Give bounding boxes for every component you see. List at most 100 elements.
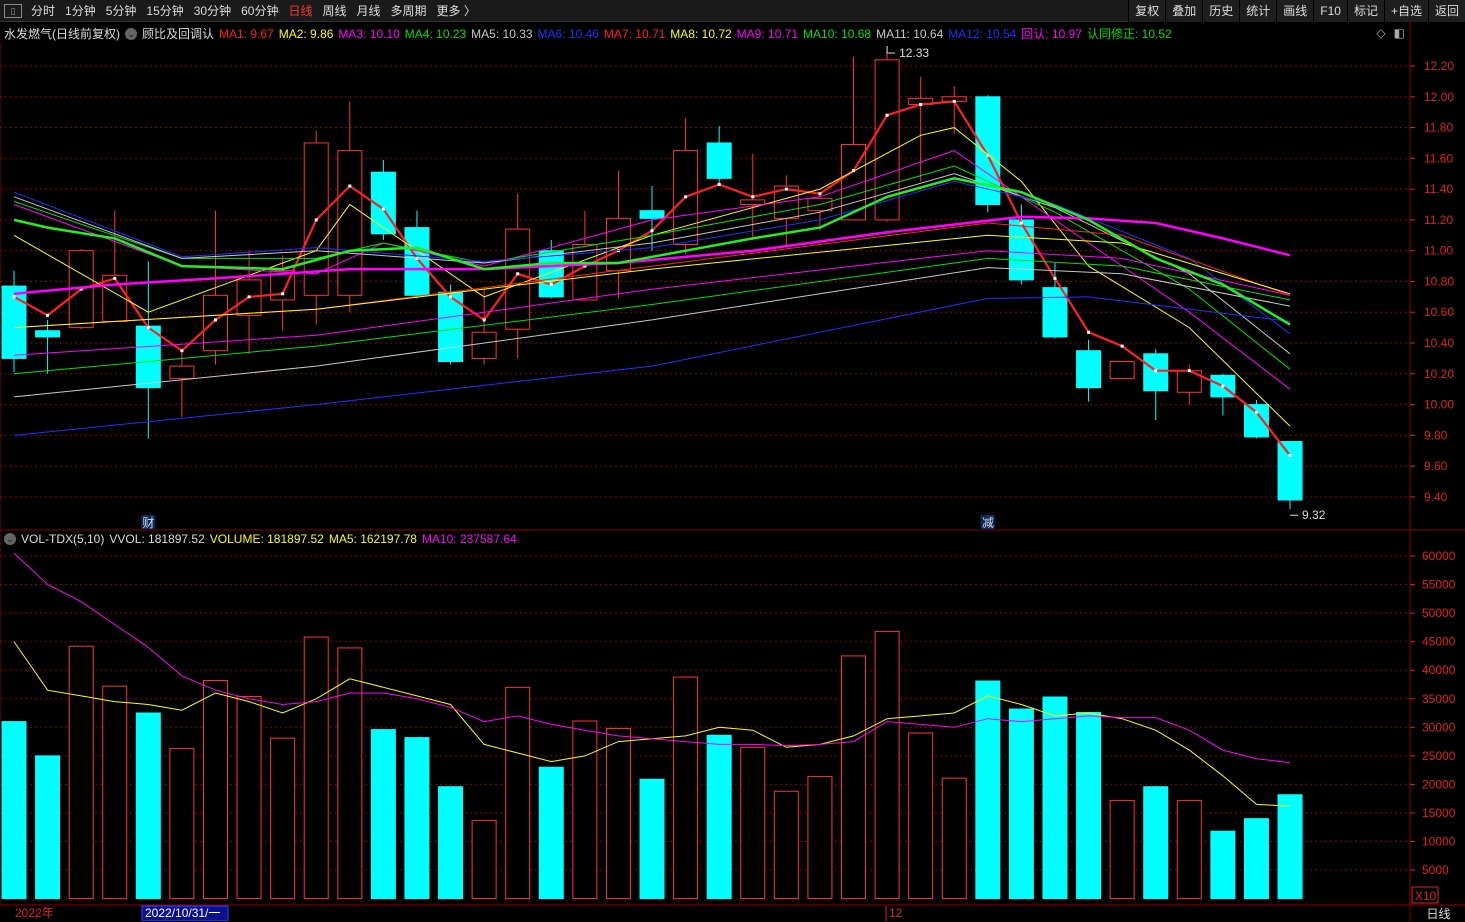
candle[interactable]: [1042, 262, 1068, 339]
tab-8[interactable]: 月线: [356, 4, 381, 18]
candle[interactable]: [337, 101, 363, 313]
candle[interactable]: [303, 130, 329, 325]
volume-bar[interactable]: [605, 727, 631, 900]
candle[interactable]: [605, 170, 631, 299]
event-marker[interactable]: 减: [982, 516, 994, 530]
volume-bar[interactable]: [303, 636, 329, 900]
dropdown-icon[interactable]: ⌄: [125, 27, 137, 40]
tab-5[interactable]: 60分钟: [241, 4, 279, 18]
volume-bar[interactable]: [773, 790, 799, 900]
volume-bar[interactable]: [1076, 711, 1102, 900]
candle[interactable]: [1277, 441, 1303, 510]
tab-3[interactable]: 15分钟: [146, 4, 184, 18]
volume-bar[interactable]: [1243, 818, 1269, 900]
action-button-2[interactable]: 历史: [1202, 0, 1240, 22]
action-button-3[interactable]: 统计: [1239, 0, 1277, 22]
action-button-7[interactable]: +自选: [1383, 0, 1428, 22]
tab-9[interactable]: 多周期: [390, 4, 427, 18]
action-button-4[interactable]: 画线: [1276, 0, 1314, 22]
volume-bar[interactable]: [908, 732, 934, 900]
volume-bar[interactable]: [169, 747, 195, 900]
volume-bar[interactable]: [1042, 696, 1068, 900]
candle[interactable]: [908, 76, 934, 182]
candle[interactable]: [505, 193, 531, 359]
tab-0[interactable]: 分时: [31, 4, 56, 18]
ma1-point: [482, 318, 486, 322]
candle[interactable]: [1, 270, 27, 373]
tab-7[interactable]: 周线: [322, 4, 347, 18]
candle[interactable]: [169, 350, 195, 417]
action-button-0[interactable]: 复权: [1128, 0, 1166, 22]
diamond-icon[interactable]: ◇: [1376, 26, 1386, 40]
tab-4[interactable]: 30分钟: [193, 4, 232, 18]
volume-bar[interactable]: [35, 755, 61, 900]
volume-bar[interactable]: [1277, 794, 1303, 900]
menu-icon[interactable]: ▯: [4, 3, 22, 18]
volume-bar[interactable]: [807, 775, 833, 900]
volume-bar[interactable]: [941, 777, 967, 900]
candle[interactable]: [1210, 373, 1236, 416]
volume-bar[interactable]: [740, 746, 766, 900]
action-button-6[interactable]: 标记: [1346, 0, 1384, 22]
volume-bar[interactable]: [135, 712, 161, 900]
volume-bar[interactable]: [572, 720, 598, 900]
candle[interactable]: [538, 239, 564, 299]
candle[interactable]: [639, 186, 665, 251]
volume-bar[interactable]: [639, 778, 665, 900]
candle[interactable]: [572, 210, 598, 301]
volume-bar[interactable]: [370, 729, 396, 900]
candle[interactable]: [1109, 360, 1135, 379]
candle[interactable]: [471, 289, 497, 365]
candle[interactable]: [1243, 399, 1269, 439]
legend-item: MA12: 10.54: [948, 26, 1017, 41]
volume-bar[interactable]: [1008, 708, 1034, 900]
candle[interactable]: [673, 118, 699, 254]
volume-bar[interactable]: [1109, 799, 1135, 900]
candle[interactable]: [1076, 339, 1102, 402]
volume-bar[interactable]: [270, 737, 296, 900]
candle[interactable]: [740, 153, 766, 240]
candle[interactable]: [35, 319, 61, 374]
volume-bar[interactable]: [102, 685, 128, 900]
volume-bar[interactable]: [874, 630, 900, 900]
action-button-8[interactable]: 返回: [1427, 0, 1465, 22]
volume-bar[interactable]: [471, 819, 497, 900]
volume-bar[interactable]: [438, 786, 464, 900]
volume-bar[interactable]: [337, 647, 363, 900]
dropdown-icon[interactable]: ⌄: [4, 533, 16, 545]
candle[interactable]: [841, 56, 866, 221]
volume-bar[interactable]: [202, 679, 228, 900]
panel-toggle-icon[interactable]: ◧: [1393, 26, 1405, 40]
price-tick: 9.60: [1424, 459, 1448, 473]
action-button-5[interactable]: F10: [1313, 0, 1347, 22]
ma-line-回认: [13, 215, 1291, 296]
tab-10[interactable]: 更多 〉: [436, 4, 476, 18]
volume-bar[interactable]: [505, 686, 531, 900]
candle[interactable]: [1143, 349, 1169, 420]
tab-2[interactable]: 5分钟: [105, 4, 137, 18]
action-button-1[interactable]: 叠加: [1165, 0, 1203, 22]
candle[interactable]: [135, 261, 161, 439]
volume-bar[interactable]: [1143, 786, 1169, 900]
event-marker[interactable]: 财: [142, 516, 154, 530]
volume-bar[interactable]: [236, 695, 262, 900]
volume-bar[interactable]: [706, 734, 732, 900]
candle[interactable]: [404, 210, 430, 299]
candle[interactable]: [438, 284, 464, 365]
tab-1[interactable]: 1分钟: [65, 4, 96, 18]
candle[interactable]: [941, 86, 967, 134]
volume-bar[interactable]: [1, 721, 27, 900]
candle[interactable]: [706, 126, 732, 187]
volume-bar[interactable]: [538, 766, 564, 900]
volume-bar[interactable]: [975, 680, 1001, 900]
volume-bar[interactable]: [404, 737, 430, 900]
volume-bar[interactable]: [841, 655, 866, 900]
ma1-point: [1019, 221, 1023, 225]
volume-bar[interactable]: [1210, 830, 1236, 900]
tab-6[interactable]: 日线: [288, 4, 313, 18]
volume-bar[interactable]: [68, 645, 94, 900]
candle[interactable]: [102, 210, 128, 322]
volume-bar[interactable]: [1176, 799, 1202, 900]
volume-bar[interactable]: [673, 676, 699, 900]
